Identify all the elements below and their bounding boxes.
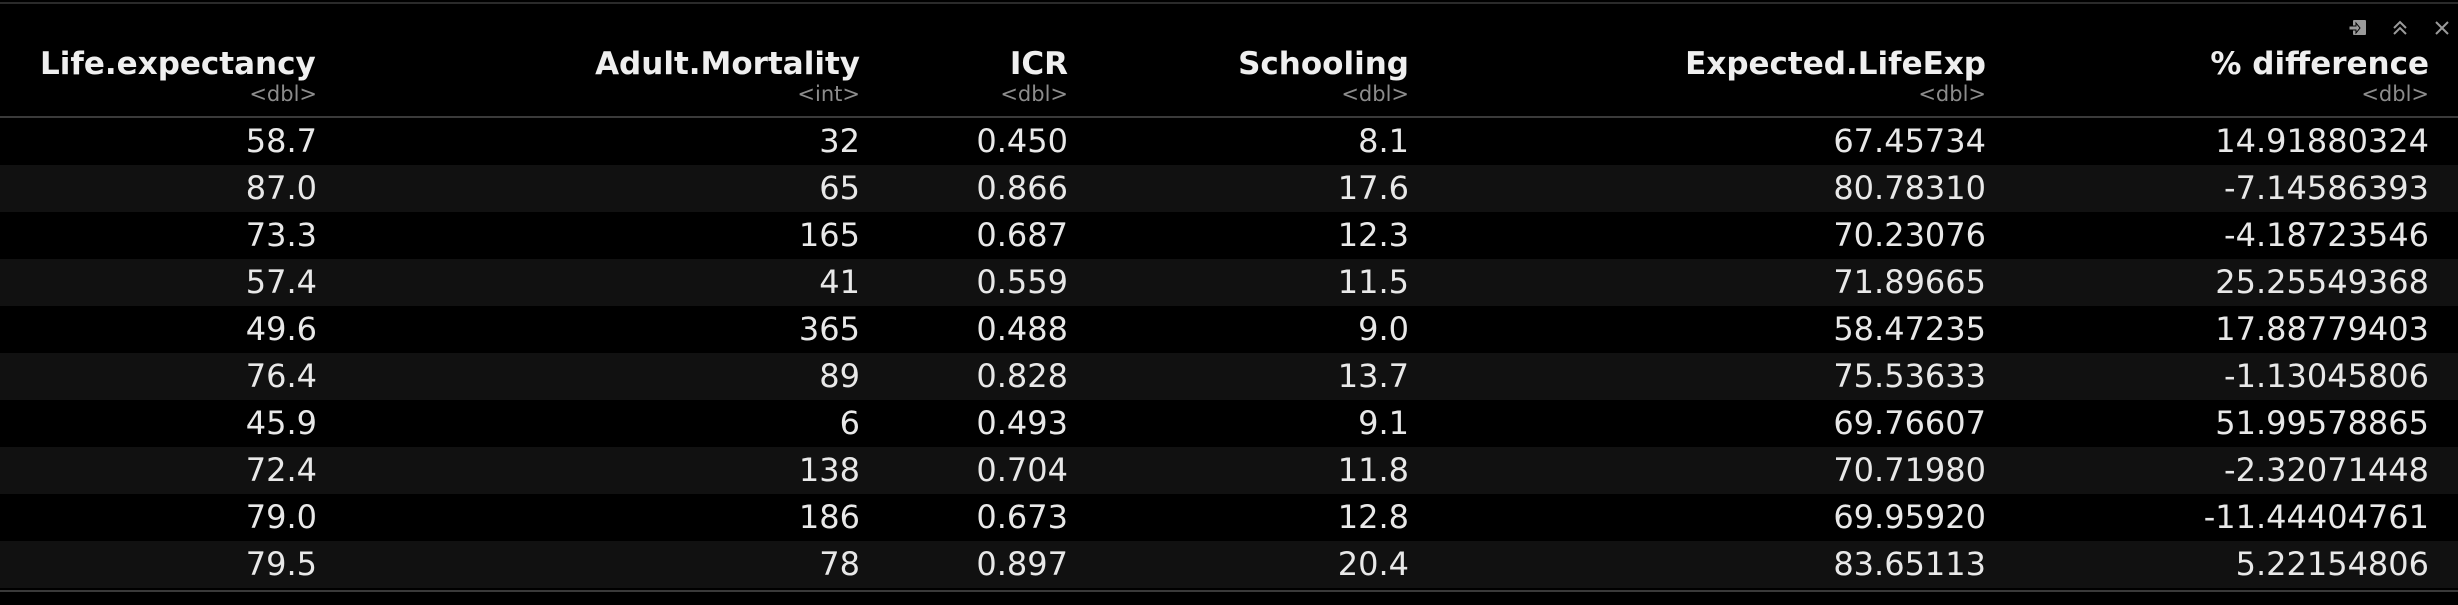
table-cell: 0.866 bbox=[976, 169, 1068, 207]
table-cell: 79.5 bbox=[245, 545, 317, 583]
table-header: Life.expectancy <dbl> Adult.Mortality <i… bbox=[0, 44, 2458, 118]
data-frame-table: Life.expectancy <dbl> Adult.Mortality <i… bbox=[0, 44, 2458, 588]
column-header-schooling[interactable]: Schooling <dbl> bbox=[1238, 44, 1409, 106]
table-cell: 69.76607 bbox=[1833, 404, 1986, 442]
table-row: 72.4 138 0.704 11.8 70.71980 -2.32071448 bbox=[0, 447, 2458, 494]
column-header-icr[interactable]: ICR <dbl> bbox=[1000, 44, 1068, 106]
table-row: 57.4 41 0.559 11.5 71.89665 25.25549368 bbox=[0, 259, 2458, 306]
column-header-percent-difference[interactable]: % difference <dbl> bbox=[2210, 44, 2429, 106]
table-cell: 45.9 bbox=[245, 404, 317, 442]
table-cell: 83.65113 bbox=[1833, 545, 1986, 583]
table-cell: 0.897 bbox=[976, 545, 1068, 583]
column-name: Expected.LifeExp bbox=[1685, 46, 1986, 82]
table-cell: 67.45734 bbox=[1833, 122, 1986, 160]
table-row: 49.6 365 0.488 9.0 58.47235 17.88779403 bbox=[0, 306, 2458, 353]
column-header-life-expectancy[interactable]: Life.expectancy <dbl> bbox=[40, 44, 317, 106]
table-cell: 76.4 bbox=[245, 357, 317, 395]
table-cell: 80.78310 bbox=[1833, 169, 1986, 207]
table-cell: 0.559 bbox=[976, 263, 1068, 301]
table-cell: -2.32071448 bbox=[2224, 451, 2429, 489]
table-cell: 51.99578865 bbox=[2215, 404, 2429, 442]
table-cell: 0.493 bbox=[976, 404, 1068, 442]
column-name: Schooling bbox=[1238, 46, 1409, 82]
table-cell: 0.704 bbox=[976, 451, 1068, 489]
table-cell: 87.0 bbox=[245, 169, 317, 207]
table-cell: 165 bbox=[798, 216, 860, 254]
table-cell: 32 bbox=[819, 122, 860, 160]
table-cell: 25.25549368 bbox=[2215, 263, 2429, 301]
table-cell: 186 bbox=[798, 498, 860, 536]
column-type: <dbl> bbox=[2361, 82, 2429, 106]
column-type: <dbl> bbox=[1000, 82, 1068, 106]
table-row: 79.5 78 0.897 20.4 83.65113 5.22154806 bbox=[0, 541, 2458, 588]
table-cell: 69.95920 bbox=[1833, 498, 1986, 536]
table-cell: 71.89665 bbox=[1833, 263, 1986, 301]
table-cell: 8.1 bbox=[1358, 122, 1409, 160]
table-cell: -4.18723546 bbox=[2224, 216, 2429, 254]
table-row: 73.3 165 0.687 12.3 70.23076 -4.18723546 bbox=[0, 212, 2458, 259]
table-cell: 5.22154806 bbox=[2235, 545, 2429, 583]
table-row: 58.7 32 0.450 8.1 67.45734 14.91880324 bbox=[0, 118, 2458, 165]
bottom-divider bbox=[0, 590, 2458, 592]
table-cell: 12.8 bbox=[1337, 498, 1409, 536]
table-cell: -7.14586393 bbox=[2224, 169, 2429, 207]
table-cell: 9.0 bbox=[1358, 310, 1409, 348]
table-cell: 0.687 bbox=[976, 216, 1068, 254]
table-cell: 6 bbox=[839, 404, 860, 442]
table-cell: 365 bbox=[798, 310, 860, 348]
table-cell: 89 bbox=[819, 357, 860, 395]
table-cell: 41 bbox=[819, 263, 860, 301]
table-cell: 70.23076 bbox=[1833, 216, 1986, 254]
table-cell: 138 bbox=[798, 451, 860, 489]
top-divider bbox=[0, 2, 2458, 4]
table-cell: 58.7 bbox=[245, 122, 317, 160]
column-name: ICR bbox=[1009, 46, 1068, 82]
column-type: <int> bbox=[797, 82, 860, 106]
table-cell: 73.3 bbox=[245, 216, 317, 254]
table-cell: 13.7 bbox=[1337, 357, 1409, 395]
table-body: 58.7 32 0.450 8.1 67.45734 14.91880324 8… bbox=[0, 118, 2458, 588]
table-cell: 12.3 bbox=[1337, 216, 1409, 254]
collapse-icon[interactable] bbox=[2390, 18, 2410, 38]
table-cell: 79.0 bbox=[245, 498, 317, 536]
table-cell: 11.5 bbox=[1337, 263, 1409, 301]
table-cell: 57.4 bbox=[245, 263, 317, 301]
table-row: 76.4 89 0.828 13.7 75.53633 -1.13045806 bbox=[0, 353, 2458, 400]
column-name: % difference bbox=[2210, 46, 2429, 82]
table-cell: -11.44404761 bbox=[2203, 498, 2429, 536]
table-cell: 17.88779403 bbox=[2215, 310, 2429, 348]
column-name: Life.expectancy bbox=[40, 46, 316, 82]
table-cell: 65 bbox=[819, 169, 860, 207]
table-cell: 20.4 bbox=[1337, 545, 1409, 583]
table-cell: 9.1 bbox=[1358, 404, 1409, 442]
export-icon[interactable] bbox=[2348, 18, 2368, 38]
table-row: 87.0 65 0.866 17.6 80.78310 -7.14586393 bbox=[0, 165, 2458, 212]
table-cell: 0.450 bbox=[976, 122, 1068, 160]
table-cell: 0.828 bbox=[976, 357, 1068, 395]
table-cell: 0.488 bbox=[976, 310, 1068, 348]
column-type: <dbl> bbox=[1341, 82, 1409, 106]
table-cell: 58.47235 bbox=[1833, 310, 1986, 348]
table-row: 79.0 186 0.673 12.8 69.95920 -11.4440476… bbox=[0, 494, 2458, 541]
column-header-adult-mortality[interactable]: Adult.Mortality <int> bbox=[595, 44, 860, 106]
close-icon[interactable] bbox=[2432, 18, 2452, 38]
table-cell: 0.673 bbox=[976, 498, 1068, 536]
column-name: Adult.Mortality bbox=[595, 46, 860, 82]
table-cell: 11.8 bbox=[1337, 451, 1409, 489]
column-header-expected-lifeexp[interactable]: Expected.LifeExp <dbl> bbox=[1685, 44, 1986, 106]
output-toolbar bbox=[2348, 18, 2452, 38]
table-cell: 72.4 bbox=[245, 451, 317, 489]
column-type: <dbl> bbox=[249, 82, 317, 106]
table-cell: 14.91880324 bbox=[2215, 122, 2429, 160]
table-cell: 17.6 bbox=[1337, 169, 1409, 207]
table-cell: 70.71980 bbox=[1833, 451, 1986, 489]
table-cell: 49.6 bbox=[245, 310, 317, 348]
column-type: <dbl> bbox=[1918, 82, 1986, 106]
table-cell: 75.53633 bbox=[1833, 357, 1986, 395]
table-cell: -1.13045806 bbox=[2224, 357, 2429, 395]
table-row: 45.9 6 0.493 9.1 69.76607 51.99578865 bbox=[0, 400, 2458, 447]
table-cell: 78 bbox=[819, 545, 860, 583]
